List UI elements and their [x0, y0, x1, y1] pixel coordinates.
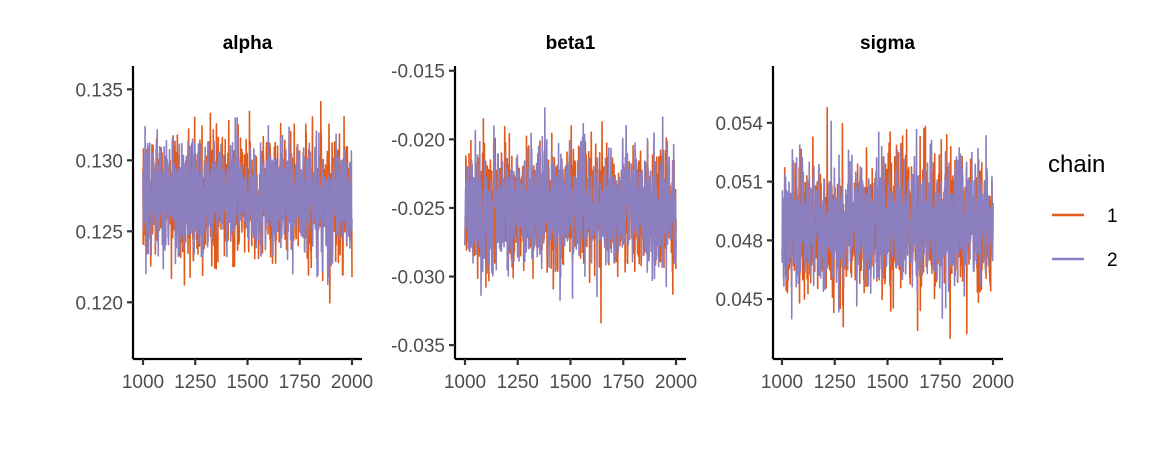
- x-tick-label: 1250: [174, 372, 216, 393]
- y-tick-label: 0.130: [75, 151, 123, 172]
- trace-chain-2: [142, 117, 353, 285]
- x-tick-label: 2000: [655, 372, 697, 393]
- panel-title: beta1: [546, 33, 596, 54]
- y-tick-label: 0.048: [715, 231, 763, 252]
- y-tick-label: -0.025: [391, 199, 445, 220]
- x-tick-label: 1750: [919, 372, 961, 393]
- y-tick-label: -0.035: [391, 336, 445, 357]
- x-tick-label: 2000: [972, 372, 1014, 393]
- x-tick-label: 2000: [331, 372, 373, 393]
- panel-beta1: beta1 -0.035 -0.030 -0.025 -0.020 -0.015 1000 1…: [391, 33, 697, 393]
- trace-chain-2: [781, 120, 994, 320]
- legend-label-chain-2: 2: [1107, 250, 1118, 271]
- legend-title: chain: [1048, 151, 1105, 178]
- panel-alpha: alpha 0.120 0.125 0.130 0.135 1000 1250 1500 175…: [75, 33, 373, 393]
- x-tick-label: 1000: [122, 372, 164, 393]
- x-tick-label: 1750: [279, 372, 321, 393]
- legend-label-chain-1: 1: [1107, 206, 1118, 227]
- y-tick-label: 0.120: [75, 293, 123, 314]
- y-tick-label: -0.020: [391, 130, 445, 151]
- x-tick-label: 1000: [444, 372, 486, 393]
- x-tick-label: 1000: [761, 372, 803, 393]
- x-tick-label: 1750: [602, 372, 644, 393]
- x-tick-label: 1250: [497, 372, 539, 393]
- panel-title: alpha: [223, 33, 273, 54]
- y-tick-label: 0.051: [715, 173, 763, 194]
- trace-chain-2: [464, 107, 677, 301]
- x-tick-label: 1250: [814, 372, 856, 393]
- x-tick-label: 1500: [226, 372, 268, 393]
- panel-sigma: sigma 0.045 0.048 0.051 0.054 1000 1250 1500 175…: [715, 33, 1014, 393]
- y-tick-label: 0.054: [715, 114, 763, 135]
- x-tick-label: 1500: [866, 372, 908, 393]
- panel-title: sigma: [860, 33, 915, 54]
- x-tick-label: 1500: [549, 372, 591, 393]
- y-tick-label: 0.045: [715, 290, 763, 311]
- y-tick-label: -0.030: [391, 268, 445, 289]
- y-tick-label: 0.135: [75, 80, 123, 101]
- legend: chain 1 2: [1048, 151, 1118, 271]
- y-tick-label: 0.125: [75, 222, 123, 243]
- y-tick-label: -0.015: [391, 62, 445, 83]
